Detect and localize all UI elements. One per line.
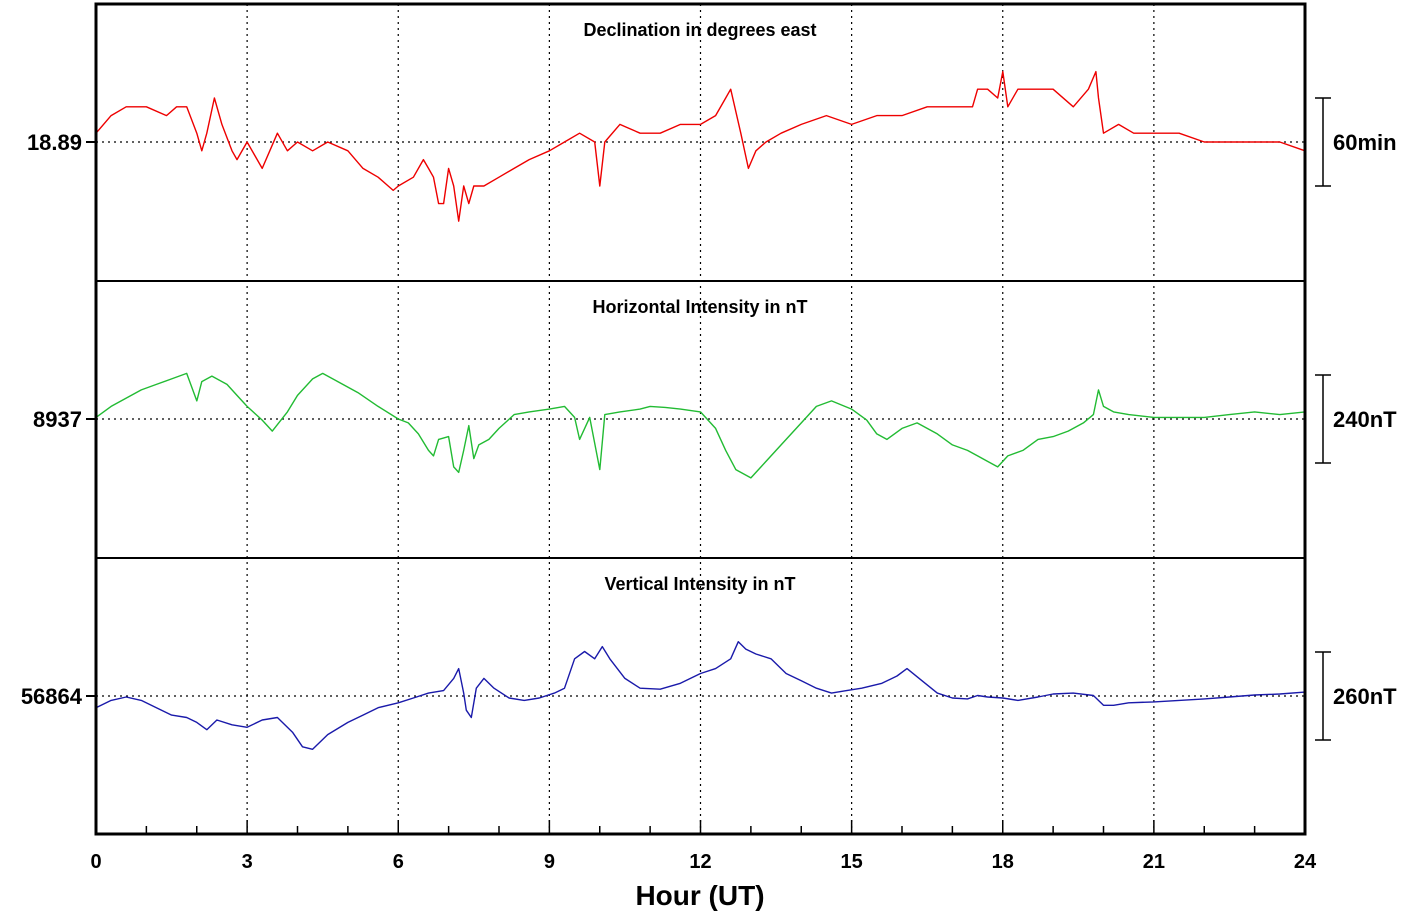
scale-label: 240nT <box>1333 407 1397 432</box>
baseline-label: 8937 <box>33 407 82 432</box>
series-line <box>95 70 1306 222</box>
x-axis-label: Hour (UT) <box>635 880 764 911</box>
series-line <box>95 372 1306 479</box>
x-tick-label: 24 <box>1294 851 1317 873</box>
panel-2: 8937 Horizontal Intensity in nT 240nT <box>33 280 1397 479</box>
x-tick-label: 6 <box>393 851 404 873</box>
x-tick-label: 3 <box>242 851 253 873</box>
panel-3: 56864 Vertical Intensity in nT 260nT <box>21 557 1397 750</box>
scale-label: 60min <box>1333 130 1397 155</box>
grid-layer <box>246 4 1155 834</box>
x-tick-label: 12 <box>689 851 711 873</box>
panel-1: 18.89 Declination in degrees east 60min <box>27 20 1397 222</box>
scale-label: 260nT <box>1333 684 1397 709</box>
panel-title: Vertical Intensity in nT <box>604 574 795 594</box>
baseline-label: 56864 <box>21 684 83 709</box>
x-axis: 0 3 6 9 12 15 18 21 24 <box>90 820 1317 873</box>
x-tick-label: 21 <box>1143 851 1165 873</box>
panel-title: Declination in degrees east <box>583 20 816 40</box>
panel-layer: 18.89 Declination in degrees east 60min 893… <box>21 20 1397 750</box>
x-tick-label: 9 <box>544 851 555 873</box>
x-tick-label: 18 <box>992 851 1014 873</box>
baseline-label: 18.89 <box>27 130 82 155</box>
panel-title: Horizontal Intensity in nT <box>593 297 808 317</box>
x-tick-label: 15 <box>841 851 863 873</box>
plot-frame <box>94 2 1307 836</box>
x-tick-label: 0 <box>90 851 101 873</box>
series-line <box>95 641 1306 750</box>
